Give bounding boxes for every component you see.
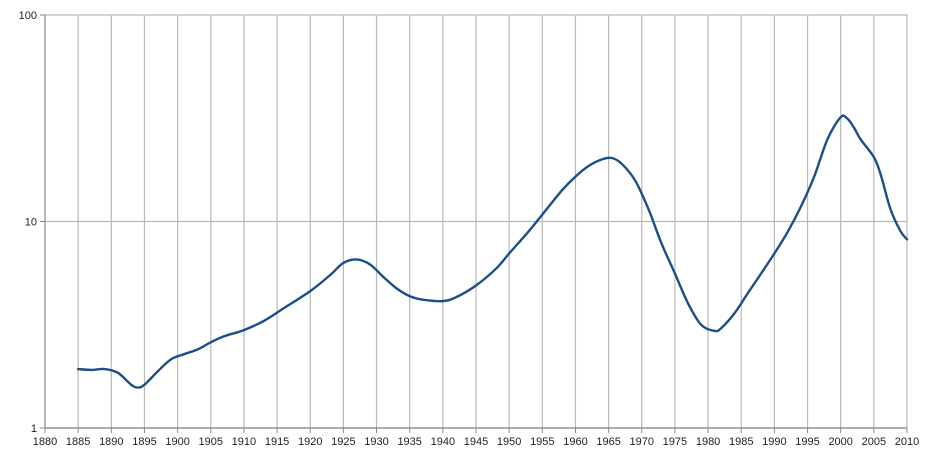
x-tick-label: 1990 — [762, 436, 786, 448]
x-tick-label: 1995 — [795, 436, 819, 448]
x-tick-label: 1940 — [431, 436, 455, 448]
y-tick-label: 1 — [31, 423, 37, 435]
x-tick-label: 2005 — [862, 436, 886, 448]
x-tick-label: 1935 — [397, 436, 421, 448]
y-tick-label: 100 — [19, 10, 37, 22]
x-tick-label: 1890 — [99, 436, 123, 448]
series-line — [76, 114, 909, 389]
x-tick-label: 1970 — [630, 436, 654, 448]
x-tick-label: 2000 — [828, 436, 852, 448]
x-tick-label: 2010 — [895, 436, 919, 448]
x-tick-labels: 1880 1885 1890 1895 1900 1905 1910 1915 1920 1925… — [33, 436, 919, 448]
y-tick-label: 10 — [25, 217, 37, 229]
x-tick-label: 1930 — [364, 436, 388, 448]
x-tick-label: 1885 — [66, 436, 90, 448]
x-gridlines — [77, 15, 908, 428]
x-tick-label: 1980 — [696, 436, 720, 448]
x-tick-label: 1925 — [331, 436, 355, 448]
series-group — [76, 114, 909, 389]
x-tick-label: 1955 — [530, 436, 554, 448]
x-tick-label: 1950 — [497, 436, 521, 448]
x-tick-label: 1915 — [265, 436, 289, 448]
x-tick-label: 1965 — [596, 436, 620, 448]
x-tick-label: 1900 — [165, 436, 189, 448]
x-tick-label: 1920 — [298, 436, 322, 448]
x-tick-label: 1910 — [232, 436, 256, 448]
x-tick-label: 1880 — [33, 436, 57, 448]
x-tick-label: 1960 — [563, 436, 587, 448]
y-tick-labels: 1 10 100 — [19, 10, 37, 435]
x-tick-label: 1945 — [464, 436, 488, 448]
axes — [40, 14, 908, 433]
x-tick-label: 1975 — [663, 436, 687, 448]
x-tick-label: 1985 — [729, 436, 753, 448]
x-tick-label: 1905 — [199, 436, 223, 448]
x-tick-label: 1895 — [132, 436, 156, 448]
